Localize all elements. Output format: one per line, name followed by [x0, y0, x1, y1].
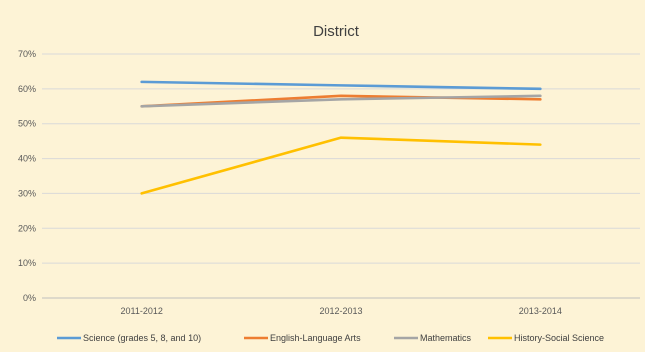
- y-tick-label: 40%: [18, 154, 36, 164]
- legend-label: Science (grades 5, 8, and 10): [83, 333, 201, 343]
- y-tick-label: 60%: [18, 84, 36, 94]
- gridlines: [42, 53, 640, 299]
- axes: 0% 10% 20% 30% 40% 50% 60% 70% 2011-2012 2012-201…: [18, 49, 562, 316]
- legend-item: History-Social Science: [488, 333, 604, 343]
- chart-title: District: [313, 23, 360, 40]
- legend-item: English-Language Arts: [244, 333, 361, 343]
- x-tick-label: 2012-2013: [319, 306, 362, 316]
- x-tick-label: 2013-2014: [519, 306, 562, 316]
- y-tick-label: 0%: [23, 293, 36, 303]
- legend-label: English-Language Arts: [270, 333, 361, 343]
- y-tick-label: 20%: [18, 223, 36, 233]
- y-tick-label: 30%: [18, 188, 36, 198]
- x-tick-label: 2011-2012: [120, 306, 162, 316]
- series-line: [140, 136, 542, 195]
- series-line: [140, 94, 542, 108]
- y-tick-label: 10%: [18, 258, 36, 268]
- series-line: [140, 80, 542, 91]
- series-lines: [140, 80, 542, 195]
- legend-label: Mathematics: [420, 333, 472, 343]
- y-tick-label: 50%: [18, 119, 36, 129]
- legend-item: Mathematics: [394, 333, 472, 343]
- legend: Science (grades 5, 8, and 10) English-Lan…: [57, 333, 604, 343]
- legend-label: History-Social Science: [514, 333, 604, 343]
- y-tick-label: 70%: [18, 49, 36, 59]
- legend-item: Science (grades 5, 8, and 10): [57, 333, 201, 343]
